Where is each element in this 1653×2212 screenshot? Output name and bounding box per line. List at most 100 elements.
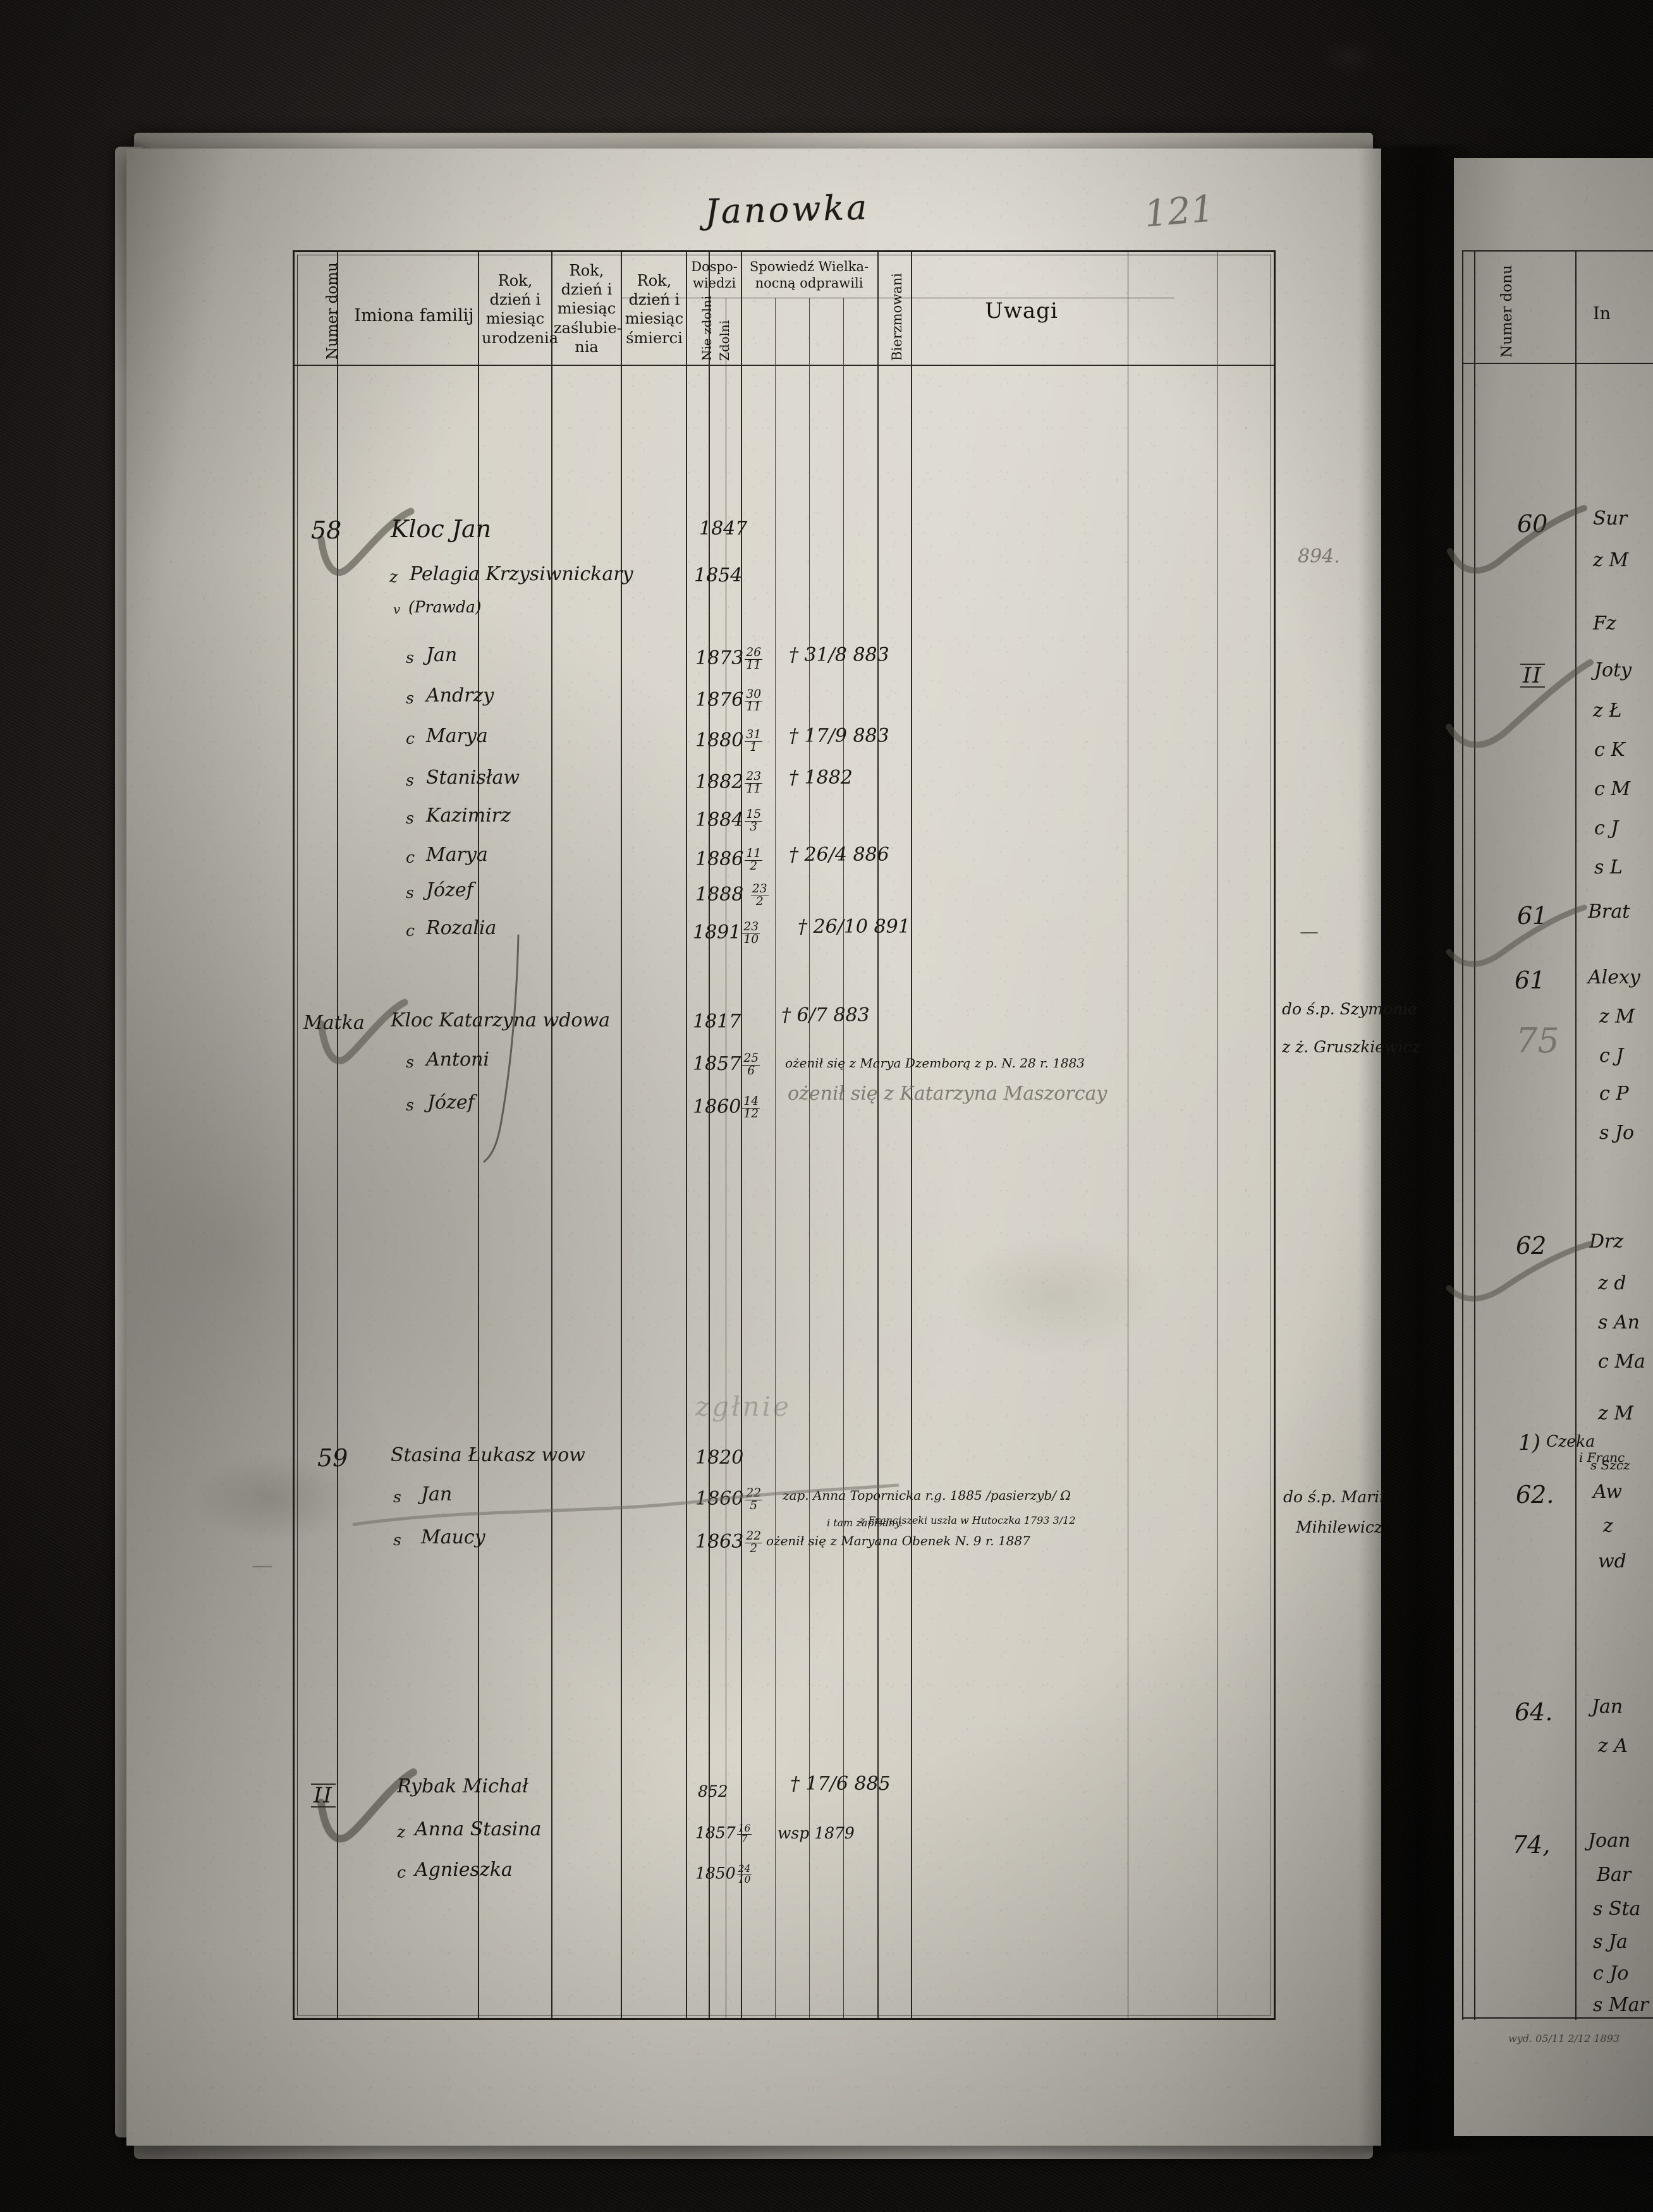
birth-daymonth-58-child-7: 23 2 <box>750 882 769 908</box>
birth-daymonth-58-child-2: 30 11 <box>745 688 763 714</box>
col-rule-house <box>337 252 338 2018</box>
right-house-number-0: 60 <box>1517 510 1548 538</box>
birth-59-head: 1820 <box>695 1447 744 1469</box>
header-confession-line-1: Dospo- <box>691 259 738 274</box>
birth-58-child-3: 1880 31 1 <box>695 729 764 753</box>
header-easter-line-2: nocną odprawili <box>755 276 863 291</box>
col-rule-remarks <box>911 252 912 2018</box>
right-name-3-3: c P <box>1599 1083 1629 1105</box>
birth-year-58-child-3: 1880 <box>695 729 744 752</box>
right-table-top-rule <box>1462 250 1653 252</box>
remark-matka-son-1: z ż. Gruszkiewicz <box>1282 1038 1420 1056</box>
rel-58-child-3: c <box>406 729 415 748</box>
header-birth-line-2: dzień i <box>489 291 541 309</box>
header-birth-line-1: Rok, <box>497 272 533 289</box>
remark-59-son-1: do ś.p. Marii <box>1283 1488 1385 1506</box>
header-body-divider <box>295 365 1274 366</box>
right-name-7-1: z <box>1603 1515 1613 1537</box>
name-matka-son-1: Antoni <box>426 1048 490 1071</box>
col-rule-easter-3 <box>843 298 844 2018</box>
name-matka-son-2: Józef <box>427 1091 475 1114</box>
col-rule-names <box>478 252 479 2018</box>
rel-59-son-2: s <box>393 1531 401 1549</box>
pencil-note-zglnie: zgłnie <box>695 1391 791 1422</box>
header-remarks: Uwagi <box>985 298 1058 324</box>
name-rybak-wife: Anna Stasina <box>415 1818 542 1840</box>
remark-58-child-8: — <box>1300 921 1319 943</box>
right-name-8-0: Jan <box>1592 1696 1623 1718</box>
book-gutter-shadow <box>1359 145 1470 2152</box>
right-name-3-4: s Jo <box>1599 1122 1635 1144</box>
birth-matka-son-1: 1857 25 6 <box>693 1052 761 1077</box>
right-name-3-1: z M <box>1599 1006 1635 1028</box>
right-name-3-2: c J <box>1599 1045 1624 1067</box>
name-58-child-4: Stanisław <box>426 767 520 789</box>
birth-year-58-child-4: 1882 <box>695 771 744 794</box>
name-rybak-daughter: Agnieszka <box>415 1859 513 1881</box>
birth-daymonth-58-child-6: 11 2 <box>745 847 763 873</box>
remark-59-son-2: Mihilewicz <box>1296 1518 1383 1536</box>
birth-year-58-child-6: 1886 <box>695 848 744 871</box>
house-number-58: 58 <box>311 516 342 544</box>
register-table: Numer domu Imiona familij Rok, dzień i m… <box>293 250 1276 2020</box>
right-name-9-3: s Ja <box>1593 1931 1628 1953</box>
birth-58-child-8: 1891 23 10 <box>693 921 761 945</box>
col-rule-outer-right <box>1217 252 1218 2018</box>
rel-58-child-5: s <box>406 809 414 827</box>
header-confession-group: Dospo- wiedzi <box>689 258 740 292</box>
col-rule-easter-2 <box>809 298 810 2018</box>
header-marriage-line-3: miesiąc <box>557 300 616 318</box>
birth-year-59-son-2: 1863 <box>695 1531 744 1553</box>
right-name-7-2: wd <box>1598 1550 1626 1572</box>
right-name-1-4: c M <box>1594 778 1631 800</box>
birth-rybak-wife: 1857 16 7 <box>695 1823 753 1845</box>
col-rule-easter-start <box>741 252 742 2018</box>
header-family-names: Imiona familij <box>354 306 474 325</box>
header-marriage: Rok, dzień i miesiąc zaślubie- nia <box>554 261 622 356</box>
family-head-name-59: Stasina Łukasz wow <box>391 1444 585 1466</box>
birth-year-58-child-1: 1873 <box>695 647 744 670</box>
marriage-59-son-1-second: z Franciszeki uszła w Hutoczka 1793 3/12 <box>860 1514 1076 1526</box>
right-col-rule-2 <box>1474 250 1475 2020</box>
rel-rybak-wife: z <box>397 1823 406 1841</box>
birth-year-rybak-daughter: 1850 <box>695 1864 736 1883</box>
birth-58-child-2: 1876 30 11 <box>695 688 764 714</box>
name-58-alias: (Prawda) <box>408 598 482 616</box>
birth-58-head: 1847 <box>699 518 748 540</box>
right-name-5-1: z d <box>1598 1272 1626 1294</box>
col-rule-birth <box>551 252 552 2018</box>
right-name-1-3: c K <box>1594 739 1625 761</box>
house-number-59: 59 <box>317 1444 348 1472</box>
right-pencil-check-61 <box>1446 904 1587 973</box>
right-name-1-0: Fz <box>1593 612 1616 635</box>
death-matka-head: † 6/7 883 <box>781 1004 870 1026</box>
header-marriage-line-5: nia <box>575 337 599 356</box>
right-name-0-0: Sur <box>1593 507 1628 530</box>
family-head-name-58: Kloc Jan <box>391 515 492 543</box>
header-death-line-4: śmierci <box>626 329 683 347</box>
birth-daymonth-58-child-8: 23 10 <box>742 920 760 946</box>
header-marriage-line-4: zaślubie- <box>554 319 622 337</box>
col-rule-easter-1 <box>775 298 776 2018</box>
right-house-number-2: 61 <box>1517 902 1548 930</box>
family-head-name-rybak: Rybak Michał <box>397 1775 528 1797</box>
birth-year-58-child-5: 1884 <box>695 809 744 832</box>
right-name-1-5: c J <box>1594 817 1619 839</box>
birth-matka-head: 1817 <box>693 1011 741 1033</box>
marriage-matka-son-1: ożenił się z Marya Dzemborą z p. N. 28 r… <box>785 1055 1085 1071</box>
right-name-9-0: Joan <box>1588 1830 1631 1852</box>
birth-rybak-head: 852 <box>698 1782 728 1801</box>
death-58-child-6: † 26/4 886 <box>789 844 889 866</box>
birth-daymonth-59-son-2: 22 2 <box>745 1529 763 1555</box>
house-number-matka: Matka <box>303 1012 365 1034</box>
rel-rybak-daughter: c <box>397 1863 406 1881</box>
birth-daymonth-rybak-wife: 16 7 <box>736 1823 752 1845</box>
rel-58-alias: v <box>393 602 401 617</box>
rel-58-child-7: s <box>406 884 414 902</box>
right-name-2-0: Brat <box>1588 901 1630 923</box>
header-marriage-line-1: Rok, <box>569 262 604 279</box>
name-59-son-2: Maucy <box>421 1526 485 1548</box>
birth-year-matka-son-2: 1860 <box>693 1096 741 1119</box>
right-name-9-1: Bar <box>1597 1864 1632 1886</box>
